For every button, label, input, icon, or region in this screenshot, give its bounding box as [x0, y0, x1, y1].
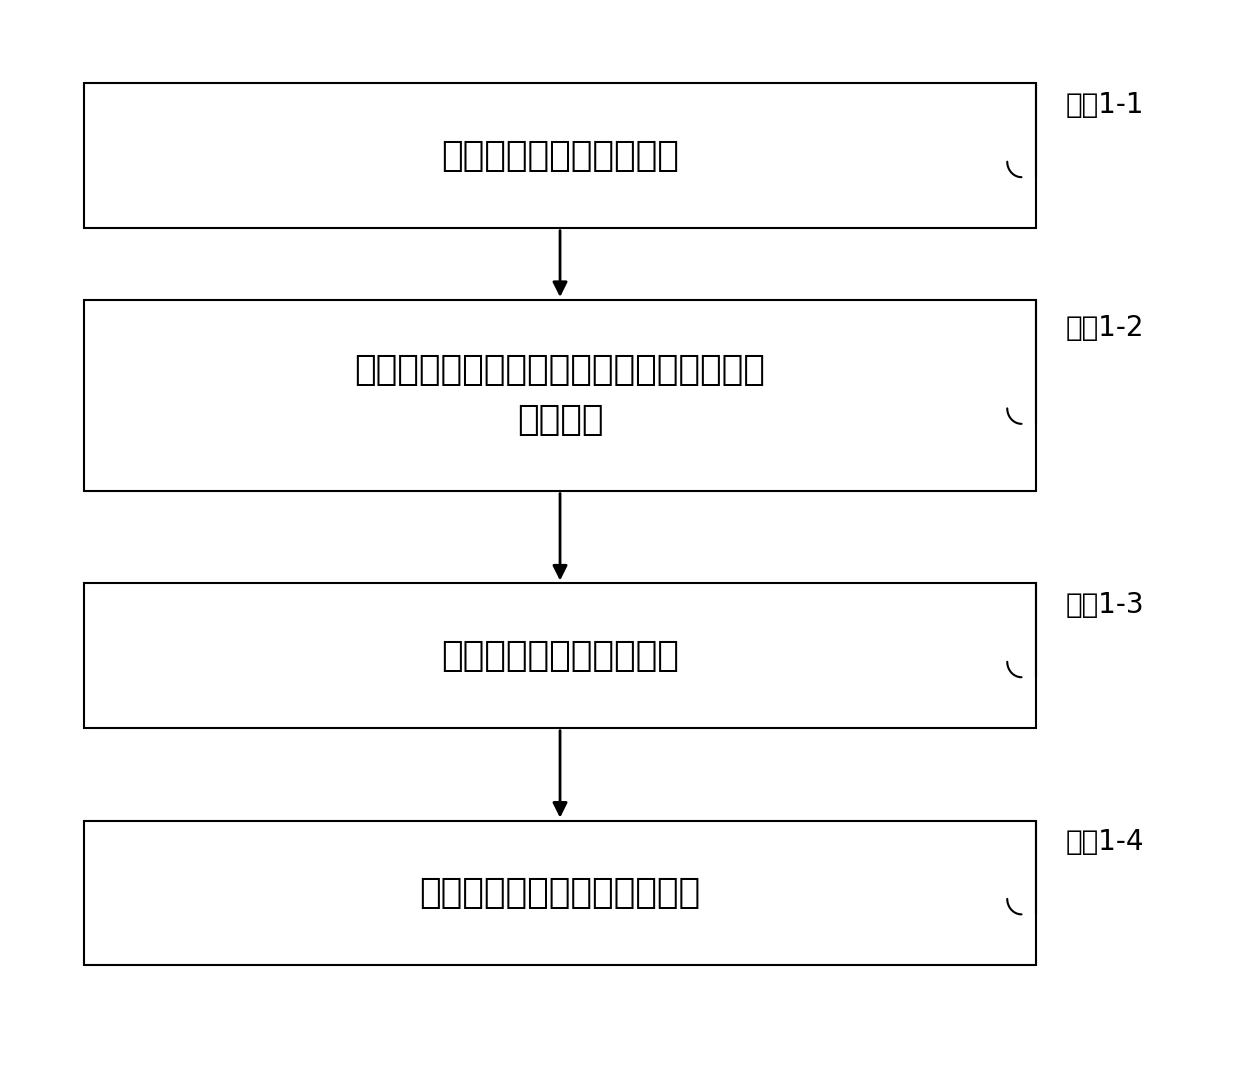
Text: 确定每个执行单元的编号: 确定每个执行单元的编号	[441, 639, 679, 672]
Text: 封装一个或多个执行元件的执行代码为一个
执行单元: 封装一个或多个执行元件的执行代码为一个 执行单元	[354, 353, 766, 437]
Text: 确定所述执行单元的调用规则: 确定所述执行单元的调用规则	[420, 875, 700, 910]
Bar	[84, 300, 1036, 491]
Text: 获取执行元件的执行代码: 获取执行元件的执行代码	[441, 139, 679, 173]
Text: 步骤1-1: 步骤1-1	[1066, 91, 1144, 119]
Text: 步骤1-3: 步骤1-3	[1066, 591, 1144, 619]
Text: 步骤1-2: 步骤1-2	[1066, 315, 1144, 343]
Text: 步骤1-4: 步骤1-4	[1066, 828, 1144, 856]
Bar	[84, 84, 1036, 228]
Bar	[84, 583, 1036, 728]
Bar	[84, 821, 1036, 964]
